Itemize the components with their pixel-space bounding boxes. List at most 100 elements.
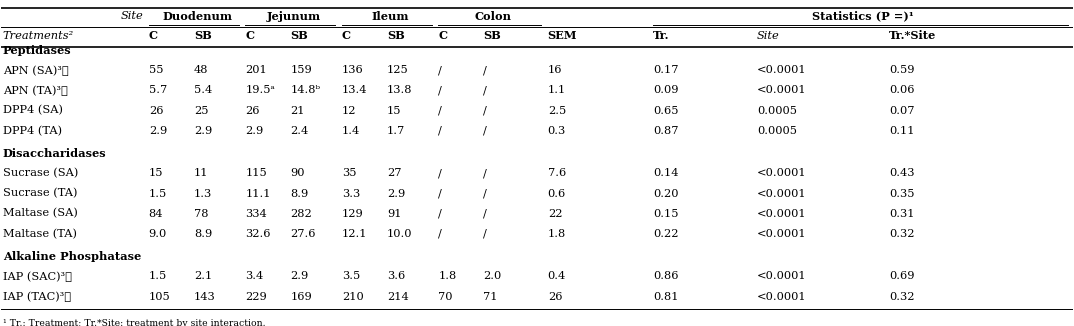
Text: 8.9: 8.9 [290,188,308,199]
Text: 136: 136 [342,66,363,75]
Text: 0.65: 0.65 [653,106,679,115]
Text: 159: 159 [290,66,313,75]
Text: 1.8: 1.8 [438,272,456,281]
Text: 0.6: 0.6 [548,188,566,199]
Text: APN (SA)³˴: APN (SA)³˴ [3,65,69,76]
Text: 3.4: 3.4 [245,272,263,281]
Text: 16: 16 [548,66,562,75]
Text: 0.32: 0.32 [889,291,914,302]
Text: Disaccharidases: Disaccharidases [3,148,106,159]
Text: 2.5: 2.5 [548,106,566,115]
Text: 25: 25 [193,106,208,115]
Text: 1.4: 1.4 [342,126,360,136]
Text: 0.0005: 0.0005 [757,126,797,136]
Text: /: / [438,169,442,178]
Text: /: / [438,106,442,115]
Text: 0.35: 0.35 [889,188,914,199]
Text: 3.3: 3.3 [342,188,360,199]
Text: 0.87: 0.87 [653,126,679,136]
Text: /: / [483,169,488,178]
Text: 2.1: 2.1 [193,272,212,281]
Text: 11.1: 11.1 [245,188,271,199]
Text: 2.0: 2.0 [483,272,502,281]
Text: 32.6: 32.6 [245,229,271,239]
Text: <0.0001: <0.0001 [757,209,807,219]
Text: 0.22: 0.22 [653,229,679,239]
Text: 5.7: 5.7 [148,85,166,96]
Text: Jejunum: Jejunum [266,11,320,22]
Text: 334: 334 [245,209,267,219]
Text: 0.0005: 0.0005 [757,106,797,115]
Text: Duodenum: Duodenum [162,11,232,22]
Text: Maltase (TA): Maltase (TA) [3,229,77,239]
Text: C: C [148,30,158,41]
Text: 3.6: 3.6 [387,272,405,281]
Text: 7.6: 7.6 [548,169,566,178]
Text: /: / [483,106,488,115]
Text: 0.32: 0.32 [889,229,914,239]
Text: 1.7: 1.7 [387,126,405,136]
Text: /: / [438,188,442,199]
Text: /: / [438,85,442,96]
Text: IAP (SAC)³˴: IAP (SAC)³˴ [3,271,72,282]
Text: DPP4 (SA): DPP4 (SA) [3,105,63,116]
Text: Sucrase (TA): Sucrase (TA) [3,188,77,199]
Text: 13.8: 13.8 [387,85,412,96]
Text: SEM: SEM [548,30,577,41]
Text: <0.0001: <0.0001 [757,229,807,239]
Text: 0.81: 0.81 [653,291,679,302]
Text: Tr.: Tr. [653,30,669,41]
Text: 11: 11 [193,169,208,178]
Text: 13.4: 13.4 [342,85,367,96]
Text: 0.20: 0.20 [653,188,679,199]
Text: 0.31: 0.31 [889,209,914,219]
Text: 2.9: 2.9 [387,188,405,199]
Text: /: / [483,209,488,219]
Text: 5.4: 5.4 [193,85,212,96]
Text: 0.3: 0.3 [548,126,566,136]
Text: 169: 169 [290,291,313,302]
Text: Alkaline Phosphatase: Alkaline Phosphatase [3,251,141,262]
Text: 78: 78 [193,209,208,219]
Text: /: / [438,229,442,239]
Text: Peptidases: Peptidases [3,45,72,56]
Text: 201: 201 [245,66,267,75]
Text: 9.0: 9.0 [148,229,166,239]
Text: Colon: Colon [475,11,511,22]
Text: 115: 115 [245,169,267,178]
Text: 84: 84 [148,209,163,219]
Text: <0.0001: <0.0001 [757,85,807,96]
Text: 0.09: 0.09 [653,85,679,96]
Text: APN (TA)³˴: APN (TA)³˴ [3,85,68,96]
Text: SB: SB [193,30,212,41]
Text: Maltase (SA): Maltase (SA) [3,208,77,219]
Text: 0.59: 0.59 [889,66,914,75]
Text: 0.06: 0.06 [889,85,914,96]
Text: Site: Site [120,11,143,21]
Text: 27: 27 [387,169,402,178]
Text: 2.9: 2.9 [193,126,212,136]
Text: 1.5: 1.5 [148,272,166,281]
Text: 19.5ᵃ: 19.5ᵃ [245,85,275,96]
Text: 48: 48 [193,66,208,75]
Text: 27.6: 27.6 [290,229,316,239]
Text: C: C [245,30,255,41]
Text: <0.0001: <0.0001 [757,272,807,281]
Text: /: / [438,209,442,219]
Text: /: / [483,229,488,239]
Text: 0.69: 0.69 [889,272,914,281]
Text: /: / [483,85,488,96]
Text: Statistics (P =)¹: Statistics (P =)¹ [812,11,914,22]
Text: SB: SB [387,30,405,41]
Text: DPP4 (TA): DPP4 (TA) [3,126,62,136]
Text: 0.17: 0.17 [653,66,679,75]
Text: 105: 105 [148,291,171,302]
Text: 2.9: 2.9 [148,126,166,136]
Text: 2.4: 2.4 [290,126,308,136]
Text: 229: 229 [245,291,267,302]
Text: 15: 15 [148,169,163,178]
Text: 71: 71 [483,291,498,302]
Text: ¹ Tr.: Treatment; Tr.*Site: treatment by site interaction.: ¹ Tr.: Treatment; Tr.*Site: treatment by… [3,319,265,326]
Text: 0.07: 0.07 [889,106,914,115]
Text: 3.5: 3.5 [342,272,360,281]
